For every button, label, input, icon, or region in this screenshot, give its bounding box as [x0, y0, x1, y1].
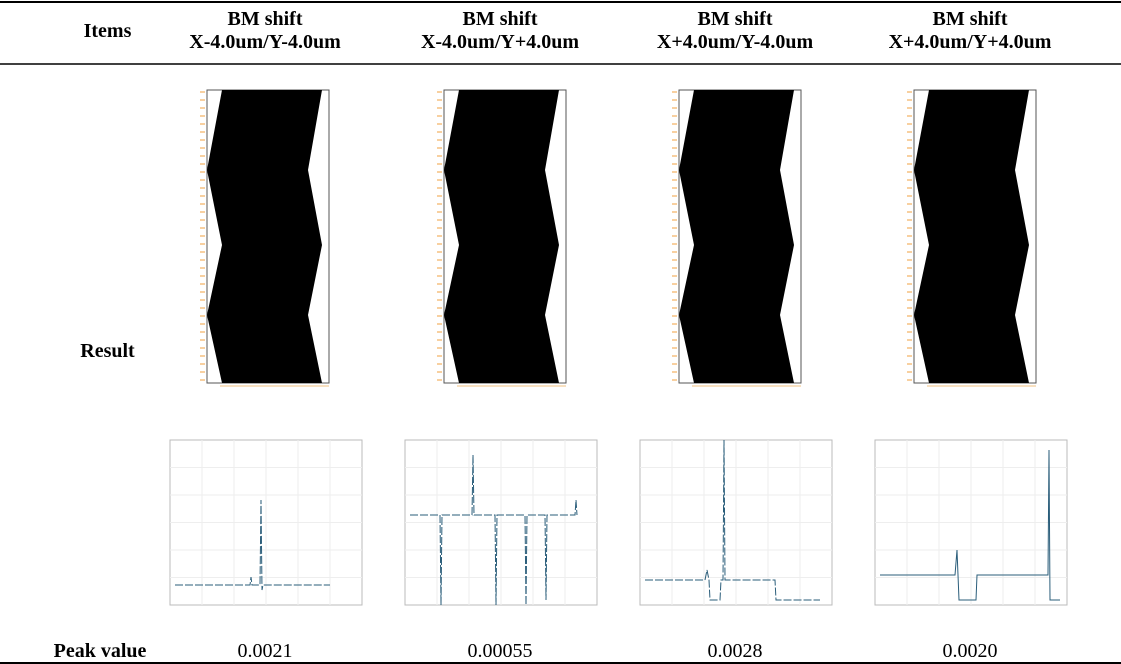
- row-label: Result: [50, 340, 165, 363]
- peak-value: 0.0021: [165, 640, 365, 663]
- header-cell: BM shift X-4.0um/Y-4.0um: [165, 8, 365, 54]
- pattern-shape: [207, 90, 322, 383]
- row-label: Peak value: [30, 640, 170, 663]
- header-cell: BM shift X+4.0um/Y-4.0um: [635, 8, 835, 54]
- table-art: [0, 0, 1121, 664]
- peak-value: 0.0020: [870, 640, 1070, 663]
- header-cell: BM shift X+4.0um/Y+4.0um: [870, 8, 1070, 54]
- table-page: Items BM shift X-4.0um/Y-4.0um BM shift …: [0, 0, 1121, 664]
- header-cell: BM shift X-4.0um/Y+4.0um: [400, 8, 600, 54]
- peak-value: 0.0028: [635, 640, 835, 663]
- pattern-shape: [914, 90, 1029, 383]
- pattern-shape: [444, 90, 559, 383]
- header-cell: Items: [50, 20, 165, 43]
- peak-value: 0.00055: [400, 640, 600, 663]
- pattern-shape: [679, 90, 794, 383]
